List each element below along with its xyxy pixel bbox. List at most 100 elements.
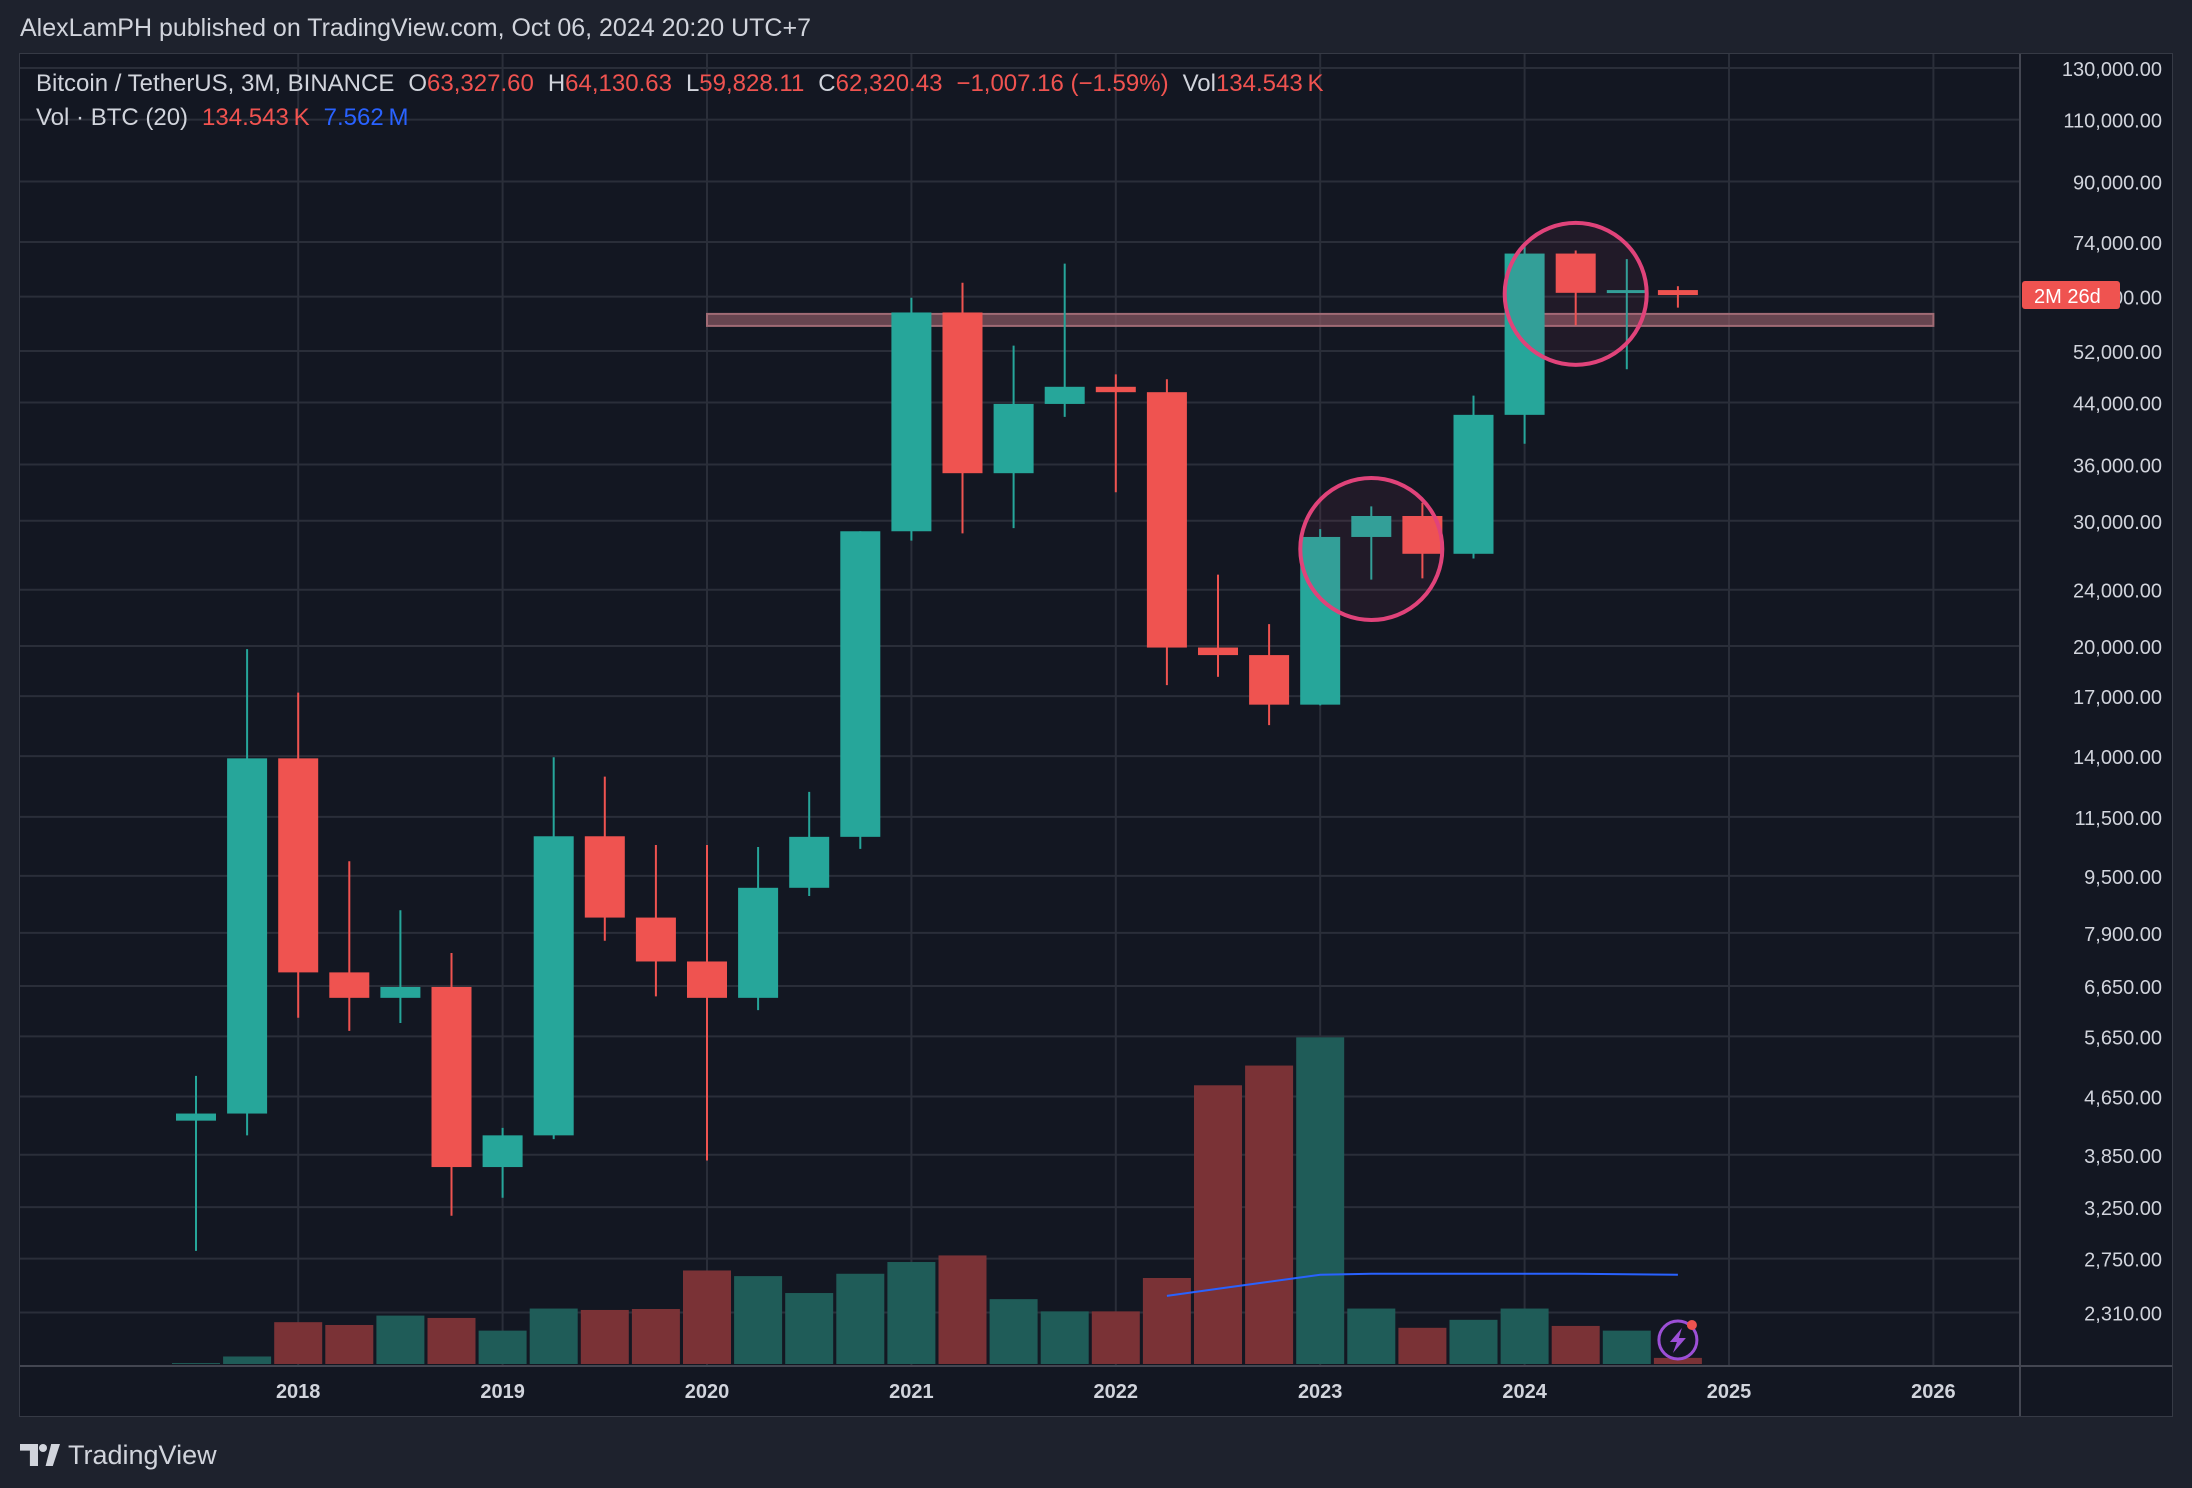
volume-bar bbox=[683, 1270, 731, 1364]
high-label: H bbox=[547, 70, 566, 97]
candle-body[interactable] bbox=[380, 986, 421, 998]
volume-bar bbox=[1347, 1308, 1396, 1364]
price-tick-label: 3,850.00 bbox=[2084, 1146, 2162, 1168]
candle-body[interactable] bbox=[1198, 647, 1238, 656]
publisher-line: AlexLamPH published on TradingView.com, … bbox=[20, 14, 811, 42]
volume-bar bbox=[1091, 1311, 1140, 1364]
open-label: O bbox=[408, 70, 428, 97]
price-tick-label: 7,900.00 bbox=[2084, 924, 2162, 946]
tradingview-brand[interactable]: TradingView bbox=[68, 1439, 217, 1470]
ohlc-legend: Bitcoin / TetherUS, 3M, BINANCE O63,327.6… bbox=[36, 70, 1324, 98]
volume-study-label[interactable]: Vol · BTC (20) bbox=[36, 104, 189, 131]
volume-bar bbox=[1296, 1037, 1345, 1364]
price-tick-label: 20,000.00 bbox=[2073, 637, 2162, 659]
volume-bar bbox=[1142, 1277, 1191, 1364]
candle-body[interactable] bbox=[789, 836, 830, 888]
candle-body[interactable] bbox=[1606, 290, 1647, 294]
lightning-icon[interactable] bbox=[1657, 1319, 1699, 1361]
low-label: L bbox=[685, 70, 700, 97]
volume-bar bbox=[1040, 1311, 1089, 1364]
candle-body[interactable] bbox=[1351, 515, 1392, 537]
candle-body[interactable] bbox=[687, 961, 727, 998]
low-value: 59,828.11 bbox=[699, 70, 805, 97]
candle-body[interactable] bbox=[278, 758, 319, 973]
current-price-badge-label: 2M 26d bbox=[2034, 286, 2101, 308]
tradingview-logo-icon[interactable] bbox=[20, 1442, 60, 1468]
candle-body[interactable] bbox=[533, 836, 574, 1136]
candle-body[interactable] bbox=[227, 758, 268, 1114]
price-tick-label: 11,500.00 bbox=[2075, 808, 2163, 830]
highlight-circle[interactable] bbox=[1502, 220, 1649, 367]
time-tick-label: 2026 bbox=[1911, 1381, 1956, 1403]
highlight-circle[interactable] bbox=[1298, 475, 1445, 622]
price-tick-label: 90,000.00 bbox=[2073, 173, 2162, 195]
close-value: 62,320.43 bbox=[835, 70, 943, 97]
volume-bar bbox=[1602, 1330, 1651, 1364]
volume-bar bbox=[631, 1309, 680, 1364]
price-axis[interactable] bbox=[2020, 54, 2172, 1416]
notification-dot-icon bbox=[1686, 1320, 1697, 1330]
volume-bar bbox=[1194, 1085, 1242, 1364]
volume-bar bbox=[1245, 1065, 1294, 1364]
volume-study-value: 134.543 K bbox=[202, 104, 310, 131]
volume-bar bbox=[580, 1309, 629, 1364]
volume-bar bbox=[1500, 1308, 1549, 1364]
candle-body[interactable] bbox=[738, 887, 779, 998]
price-tick-label: 24,000.00 bbox=[2073, 581, 2162, 603]
price-tick-label: 130,000.00 bbox=[2062, 59, 2162, 81]
candle-body[interactable] bbox=[482, 1135, 523, 1168]
volume-bar bbox=[734, 1276, 783, 1364]
volume-bar bbox=[1653, 1357, 1702, 1364]
volume-bar bbox=[376, 1315, 425, 1364]
time-tick-label: 2024 bbox=[1502, 1381, 1547, 1403]
candle-body[interactable] bbox=[1555, 253, 1596, 293]
candle-body[interactable] bbox=[1504, 253, 1545, 415]
support-resistance-zone[interactable] bbox=[706, 312, 1935, 327]
volume-bar bbox=[1551, 1325, 1600, 1364]
time-tick-label: 2022 bbox=[1094, 1381, 1139, 1403]
symbol-label[interactable]: Bitcoin / TetherUS, 3M, BINANCE bbox=[36, 70, 395, 97]
current-price-badge bbox=[2022, 281, 2120, 310]
volume-bar bbox=[223, 1356, 272, 1364]
price-tick-label: 6,650.00 bbox=[2084, 977, 2162, 999]
candle-body[interactable] bbox=[1146, 392, 1187, 648]
volume-bar bbox=[274, 1322, 323, 1364]
volume-ma-value: 7.562 M bbox=[323, 104, 409, 131]
candle-body[interactable] bbox=[942, 312, 983, 474]
candle-body[interactable] bbox=[1249, 655, 1290, 705]
price-tick-label: 36,000.00 bbox=[2073, 455, 2162, 477]
volume-bar bbox=[427, 1317, 476, 1364]
candle-body[interactable] bbox=[431, 986, 472, 1168]
volume-bar bbox=[887, 1262, 936, 1364]
candle-body[interactable] bbox=[1095, 386, 1136, 393]
lightning-icon-bolt bbox=[1669, 1328, 1686, 1353]
candle-body[interactable] bbox=[635, 917, 676, 962]
volume-bar bbox=[172, 1363, 220, 1364]
candle-body[interactable] bbox=[840, 531, 881, 837]
price-tick-label: 30,000.00 bbox=[2073, 512, 2162, 534]
candle-body[interactable] bbox=[1044, 386, 1085, 404]
candle-body[interactable] bbox=[329, 972, 370, 998]
volume-ma-line bbox=[1166, 1272, 1678, 1297]
volume-bar bbox=[938, 1255, 987, 1364]
open-value: 63,327.60 bbox=[427, 70, 534, 97]
chart-panel[interactable]: 130,000.00 110,000.00 90,000.00 74,000.00 62… bbox=[19, 53, 2173, 1417]
candle-body[interactable] bbox=[1453, 414, 1494, 554]
volume-bar bbox=[325, 1324, 374, 1364]
price-tick-label: 2,310.00 bbox=[2084, 1304, 2162, 1326]
price-chart[interactable]: 130,000.00 110,000.00 90,000.00 74,000.00 62… bbox=[20, 54, 2172, 1416]
candle-body[interactable] bbox=[1657, 290, 1698, 296]
candle-body[interactable] bbox=[993, 403, 1034, 474]
volume-bar bbox=[1398, 1327, 1447, 1364]
time-tick-label: 2019 bbox=[480, 1381, 525, 1403]
price-tick-label: 9,500.00 bbox=[2084, 867, 2162, 889]
time-tick-label: 2018 bbox=[276, 1381, 321, 1403]
change-value: −1,007.16 (−1.59%) bbox=[956, 70, 1169, 97]
candle-body[interactable] bbox=[891, 312, 932, 532]
candle-body[interactable] bbox=[176, 1113, 216, 1121]
candle-body[interactable] bbox=[1300, 536, 1341, 705]
high-value: 64,130.63 bbox=[565, 70, 672, 97]
candle-body[interactable] bbox=[584, 836, 625, 918]
plot-area[interactable] bbox=[20, 54, 2020, 1366]
price-tick-label: 74,000.00 bbox=[2073, 233, 2162, 255]
